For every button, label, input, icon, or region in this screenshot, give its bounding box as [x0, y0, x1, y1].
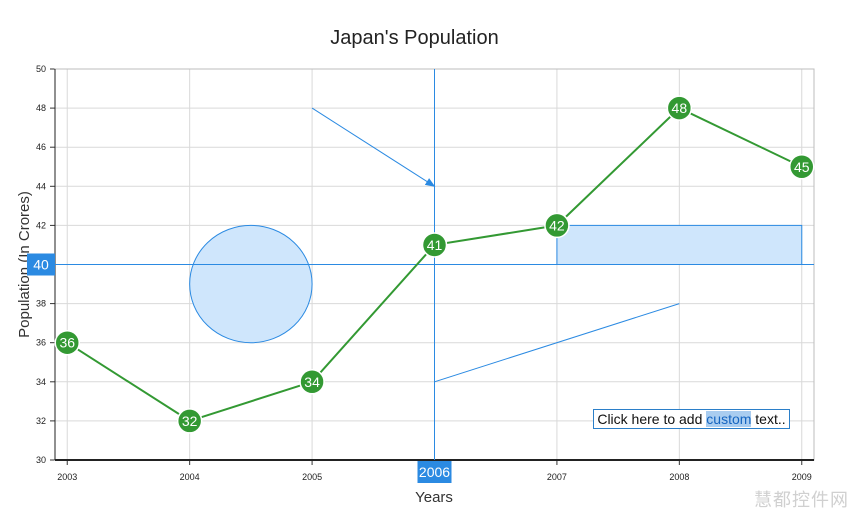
- custom-text-highlight: custom: [706, 411, 752, 428]
- data-label: 41: [427, 237, 443, 253]
- custom-text-annotation[interactable]: Click here to add custom text..: [593, 409, 790, 430]
- y-tick-label: 46: [36, 142, 46, 152]
- line-annotation: [434, 303, 680, 383]
- crosshair-y-label-bg: [27, 253, 55, 276]
- chart-title: Japan's Population: [330, 27, 498, 49]
- arrow-annotation: [311, 107, 436, 187]
- rectangle-annotation: [556, 224, 803, 265]
- x-tick-label: 2003: [57, 472, 77, 482]
- data-label: 34: [304, 374, 320, 390]
- data-label: 48: [672, 100, 688, 116]
- data-point: [421, 232, 448, 258]
- y-tick-label: 34: [36, 377, 46, 387]
- data-point: [789, 154, 815, 180]
- y-tick-label: 44: [36, 181, 46, 191]
- y-tick-label: 30: [36, 455, 46, 465]
- x-tick-label: 2009: [792, 472, 812, 482]
- x-axis-title: Years: [415, 489, 453, 506]
- data-point: [176, 408, 203, 434]
- data-point: [299, 369, 325, 395]
- data-label: 36: [59, 335, 75, 351]
- y-tick-label: 42: [36, 220, 46, 230]
- crosshair-x-label: 2006: [419, 464, 450, 480]
- custom-text-before: Click here to add: [597, 411, 707, 428]
- y-tick-label: 32: [36, 416, 46, 426]
- x-tick-label: 2007: [547, 472, 567, 482]
- y-tick-label: 38: [36, 299, 46, 309]
- x-tick-label: 2004: [180, 472, 200, 482]
- data-label: 45: [794, 159, 810, 175]
- data-point: [544, 212, 570, 239]
- y-tick-label: 36: [36, 338, 46, 348]
- ellipse-annotation: [189, 224, 313, 344]
- crosshair-x-label-bg: [417, 461, 452, 483]
- watermark: 慧都控件网: [754, 490, 849, 510]
- x-tick-label: 2008: [669, 472, 689, 482]
- data-label: 42: [549, 217, 565, 233]
- data-point: [54, 329, 80, 356]
- custom-text-after: text..: [751, 411, 786, 428]
- x-tick-label: 2005: [302, 472, 322, 482]
- data-point: [666, 95, 693, 121]
- y-tick-label: 48: [36, 103, 46, 113]
- y-tick-label: 50: [36, 64, 46, 74]
- y-axis-title: Population (In Crores): [16, 191, 33, 338]
- crosshair-y-label: 40: [33, 257, 49, 273]
- data-label: 32: [182, 413, 198, 429]
